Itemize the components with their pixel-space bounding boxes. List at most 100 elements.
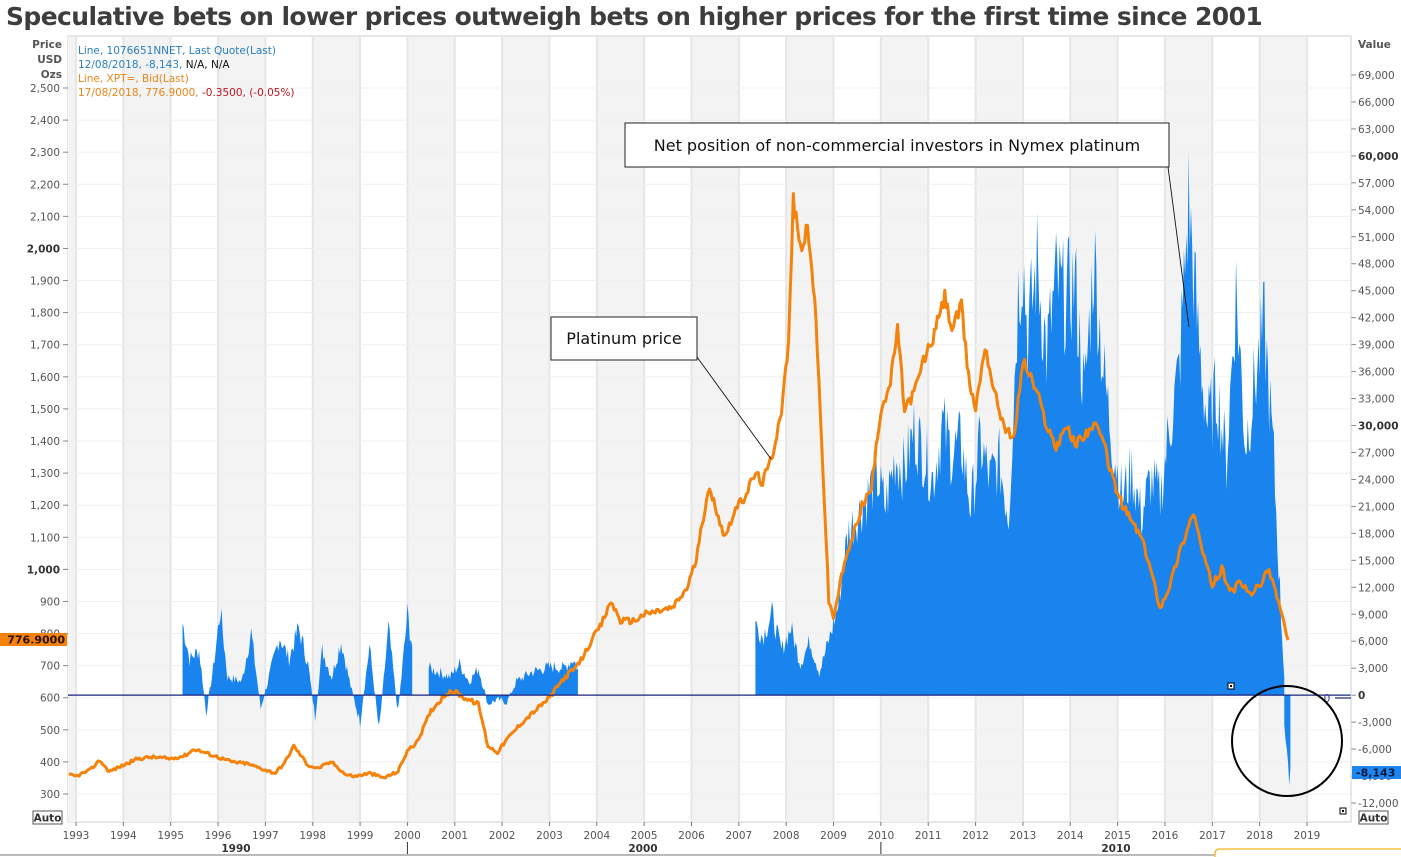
right-tick-label: 15,000 xyxy=(1358,555,1395,567)
decade-label: 2000 xyxy=(628,843,657,855)
x-tick-label: 1999 xyxy=(347,830,374,842)
left-tick-label: 1,200 xyxy=(30,500,60,512)
highlight-circle xyxy=(1231,685,1343,797)
x-tick-label: 2017 xyxy=(1199,830,1226,842)
year-band xyxy=(68,37,76,822)
net-position-area-segment xyxy=(1284,695,1291,786)
net-position-area-segment xyxy=(755,152,1285,696)
x-tick-label: 2006 xyxy=(678,830,705,842)
resize-handle-icon[interactable] xyxy=(1339,807,1347,815)
right-current-value: -8,143 xyxy=(1356,767,1395,780)
left-tick-label: 1,700 xyxy=(30,340,60,352)
legend-series1-values: 12/08/2018, -8,143, xyxy=(78,59,186,71)
x-tick-label: 2003 xyxy=(536,830,563,842)
left-tick-label: 1,300 xyxy=(30,468,60,480)
left-auto-button[interactable]: Auto xyxy=(32,810,63,825)
year-band xyxy=(123,37,171,822)
decade-label: 2010 xyxy=(1101,843,1130,855)
left-tick-label: 1,100 xyxy=(30,532,60,544)
x-tick-label: 2000 xyxy=(394,830,421,842)
right-tick-label: 36,000 xyxy=(1358,367,1395,379)
left-current-value-badge: 776.9000 xyxy=(0,633,67,647)
x-tick-label: 2009 xyxy=(820,830,847,842)
year-band xyxy=(691,37,739,822)
right-tick-label: 39,000 xyxy=(1358,340,1395,352)
legend-series1-na: N/A, N/A xyxy=(186,59,231,71)
left-tick-label: 400 xyxy=(40,757,60,769)
right-tick-label: 6,000 xyxy=(1358,636,1388,648)
net-position-area-segment xyxy=(182,603,413,728)
x-tick-label: 2015 xyxy=(1104,830,1131,842)
left-tick-label: 2,500 xyxy=(30,83,60,95)
right-axis-header: Value xyxy=(1358,39,1391,51)
year-band xyxy=(312,37,361,822)
left-tick-label: 2,100 xyxy=(30,211,60,223)
net-position-area-segment xyxy=(428,658,578,706)
legend-series2-change: -0.3500, (-0.05%) xyxy=(202,87,295,99)
callout-platinum-price: Platinum price xyxy=(550,316,772,460)
x-tick-label: 1996 xyxy=(205,830,232,842)
right-tick-label: 51,000 xyxy=(1358,232,1395,244)
right-auto-label: Auto xyxy=(1360,813,1388,825)
x-tick-label: 2014 xyxy=(1057,830,1084,842)
callout-net-position: Net position of non-commercial investors… xyxy=(624,122,1190,328)
left-tick-label: 900 xyxy=(40,596,60,608)
right-tick-label: 24,000 xyxy=(1358,474,1395,486)
right-tick-label: 3,000 xyxy=(1358,663,1388,675)
right-auto-button[interactable]: Auto xyxy=(1358,810,1389,825)
x-tick-label: 2012 xyxy=(962,830,989,842)
right-tick-label: -6,000 xyxy=(1358,744,1392,756)
right-axis: Value -12,000-9,000-6,000-3,00003,0006,0… xyxy=(1350,36,1399,822)
x-tick-label: 1995 xyxy=(157,830,184,842)
legend-series2-line2: 17/08/2018, 776.9000, -0.3500, (-0.05%) xyxy=(78,87,295,99)
x-tick-label: 1994 xyxy=(110,830,137,842)
left-tick-label: 1,000 xyxy=(27,564,60,576)
year-band xyxy=(596,37,645,822)
left-tick-label: 1,400 xyxy=(30,436,60,448)
left-tick-label: 300 xyxy=(40,789,60,801)
left-tick-label: 1,600 xyxy=(30,372,60,384)
right-tick-label: 9,000 xyxy=(1358,609,1388,621)
legend-series2-line1: Line, XPT=, Bid(Last) xyxy=(78,73,189,85)
x-tick-label: 2001 xyxy=(441,830,468,842)
left-tick-label: 1,500 xyxy=(30,404,60,416)
left-tick-label: 700 xyxy=(40,661,60,673)
right-tick-label: -3,000 xyxy=(1358,717,1392,729)
drag-handle-icon[interactable] xyxy=(1227,682,1235,690)
x-tick-label: 2010 xyxy=(868,830,895,842)
legend: Line, 1076651NNET, Last Quote(Last) 12/0… xyxy=(78,45,295,99)
right-tick-label: 54,000 xyxy=(1358,205,1395,217)
x-tick-label: 2018 xyxy=(1246,830,1273,842)
x-tick-label: 2016 xyxy=(1152,830,1179,842)
year-band xyxy=(407,37,455,822)
x-tick-label: 1993 xyxy=(63,830,90,842)
x-tick-label: 2007 xyxy=(725,830,752,842)
right-current-value-badge: -8,143 xyxy=(1352,766,1401,780)
left-auto-label: Auto xyxy=(34,813,62,825)
zero-marker: 0 xyxy=(1324,693,1331,705)
legend-series1-line2: 12/08/2018, -8,143, N/A, N/A xyxy=(78,59,230,71)
x-tick-label: 2011 xyxy=(915,830,942,842)
year-band xyxy=(218,37,266,822)
right-tick-label: 48,000 xyxy=(1358,259,1395,271)
callout-net-position-text: Net position of non-commercial investors… xyxy=(654,136,1141,155)
right-tick-label: -12,000 xyxy=(1358,798,1399,810)
left-tick-label: 600 xyxy=(40,693,60,705)
left-tick-label: 500 xyxy=(40,725,60,737)
x-tick-label: 2008 xyxy=(773,830,800,842)
right-tick-label: 45,000 xyxy=(1358,286,1395,298)
right-tick-label: 18,000 xyxy=(1358,528,1395,540)
left-tick-label: 2,400 xyxy=(30,115,60,127)
right-tick-label: 42,000 xyxy=(1358,313,1395,325)
price-series xyxy=(68,192,1290,780)
right-tick-label: 57,000 xyxy=(1358,178,1395,190)
x-tick-label: 2002 xyxy=(489,830,516,842)
x-tick-label: 2005 xyxy=(631,830,658,842)
right-tick-label: 21,000 xyxy=(1358,501,1395,513)
left-tick-label: 1,800 xyxy=(30,308,60,320)
right-tick-label: 66,000 xyxy=(1358,97,1395,109)
right-tick-label: 30,000 xyxy=(1358,421,1399,433)
x-tick-label: 2004 xyxy=(583,830,610,842)
x-tick-label: 1997 xyxy=(252,830,279,842)
